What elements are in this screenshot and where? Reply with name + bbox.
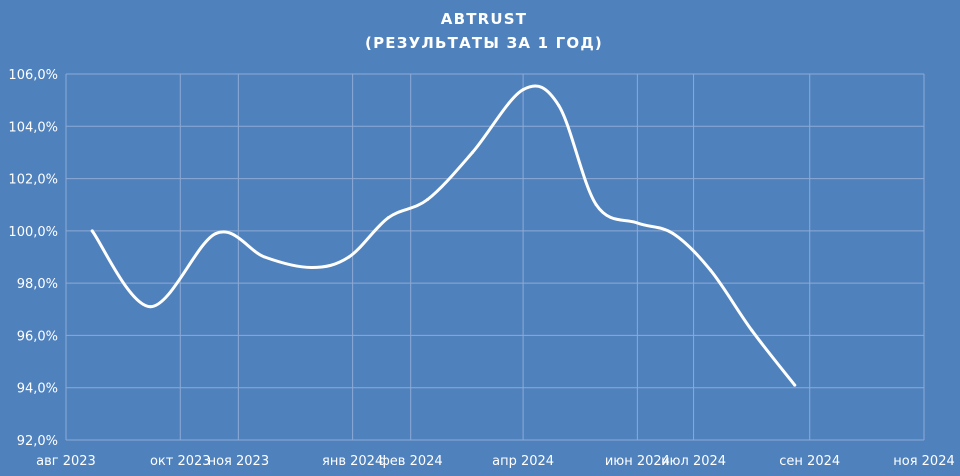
y-tick-label: 102,0%	[8, 173, 58, 188]
data-point	[521, 88, 525, 92]
series-line	[90, 84, 797, 387]
gridlines	[66, 73, 925, 440]
data-point	[671, 231, 675, 235]
series	[90, 84, 797, 387]
x-tick-label: ноя 2024	[893, 454, 955, 469]
data-point	[309, 265, 313, 269]
data-point	[594, 203, 598, 207]
y-tick-label: 100,0%	[8, 225, 58, 240]
data-point	[635, 221, 639, 225]
data-point	[263, 255, 267, 259]
y-tick-label: 104,0%	[8, 120, 58, 135]
y-tick-label: 96,0%	[17, 329, 58, 344]
data-point	[426, 197, 430, 201]
data-point	[386, 216, 390, 220]
y-tick-label: 94,0%	[17, 382, 58, 397]
data-point	[793, 383, 797, 387]
data-point	[90, 229, 94, 233]
chart-subtitle: (РЕЗУЛЬТАТЫ ЗА 1 ГОД)	[365, 34, 603, 52]
data-point	[214, 231, 218, 235]
data-point	[148, 305, 152, 309]
data-point	[471, 150, 475, 154]
x-tick-label: апр 2024	[492, 454, 554, 469]
axes	[65, 74, 924, 441]
data-point	[750, 328, 754, 332]
chart-title: ABTRUST	[441, 10, 527, 28]
y-tick-label: 106,0%	[8, 68, 58, 83]
x-tick-label: авг 2023	[36, 454, 96, 469]
x-tick-label: сен 2024	[779, 454, 840, 469]
x-tick-label: окт 2023	[150, 454, 211, 469]
data-point	[557, 103, 561, 107]
x-tick-label: июл 2024	[661, 454, 726, 469]
y-axis-tick-labels: 92,0% 94,0% 96,0% 98,0% 100,0% 102,0% 104,0% 10…	[8, 68, 58, 449]
x-tick-label: фев 2024	[379, 454, 443, 469]
y-tick-label: 98,0%	[17, 277, 58, 292]
y-tick-label: 92,0%	[17, 434, 58, 449]
x-tick-label: июн 2024	[605, 454, 670, 469]
x-tick-label: янв 2024	[322, 454, 383, 469]
data-point	[708, 268, 712, 272]
x-tick-label: ноя 2023	[208, 454, 270, 469]
data-point	[347, 255, 351, 259]
